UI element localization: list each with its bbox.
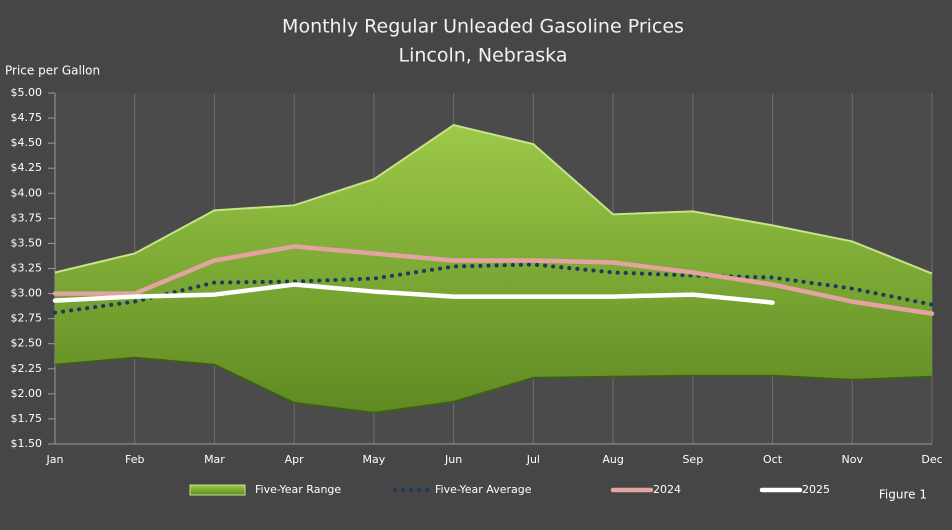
y-tick-label: $1.50	[11, 437, 43, 450]
y-tick-label: $2.00	[11, 387, 43, 400]
legend-label: Five-Year Range	[255, 483, 341, 496]
y-tick-label: $2.25	[11, 362, 43, 375]
line-series	[52, 244, 935, 316]
x-tick-label: Aug	[602, 453, 623, 466]
x-tick-label: Jan	[46, 453, 64, 466]
chart-subtitle: Lincoln, Nebraska	[398, 45, 567, 67]
y-tick-label: $3.25	[11, 262, 43, 275]
y-tick-label: $2.75	[11, 312, 43, 325]
y-tick-label: $3.00	[11, 287, 43, 300]
x-tick-label: Feb	[125, 453, 144, 466]
chart-title: Monthly Regular Unleaded Gasoline Prices	[282, 16, 684, 38]
line-series	[53, 262, 934, 315]
x-tick-label: May	[363, 453, 386, 466]
legend-label: 2024	[653, 483, 681, 496]
x-tick-label: Apr	[285, 453, 305, 466]
range-top-edge	[54, 124, 933, 275]
y-tick-label: $4.00	[11, 186, 43, 199]
range-area	[55, 125, 932, 413]
x-tick-label: Jun	[444, 453, 462, 466]
x-tick-label: Oct	[763, 453, 783, 466]
x-tick-label: Nov	[842, 453, 864, 466]
y-tick-label: $5.00	[11, 86, 43, 99]
y-tick-label: $1.75	[11, 412, 43, 425]
y-axis-label: Price per Gallon	[5, 64, 100, 78]
range-bottom-edge	[54, 356, 933, 414]
y-tick-label: $2.50	[11, 337, 43, 350]
y-tick-label: $4.75	[11, 111, 43, 124]
legend-label: 2025	[802, 483, 830, 496]
y-tick-label: $3.75	[11, 211, 43, 224]
line-series	[52, 282, 775, 305]
y-tick-label: $4.50	[11, 136, 43, 149]
y-tick-label: $4.25	[11, 161, 43, 174]
x-tick-label: Dec	[921, 453, 942, 466]
legend-label: Five-Year Average	[435, 483, 532, 496]
legend-swatch	[189, 484, 246, 496]
annotation: Figure 1	[879, 488, 927, 502]
y-tick-label: $3.50	[11, 236, 43, 249]
x-tick-label: Jul	[526, 453, 540, 466]
x-tick-label: Mar	[204, 453, 225, 466]
x-tick-label: Sep	[682, 453, 703, 466]
